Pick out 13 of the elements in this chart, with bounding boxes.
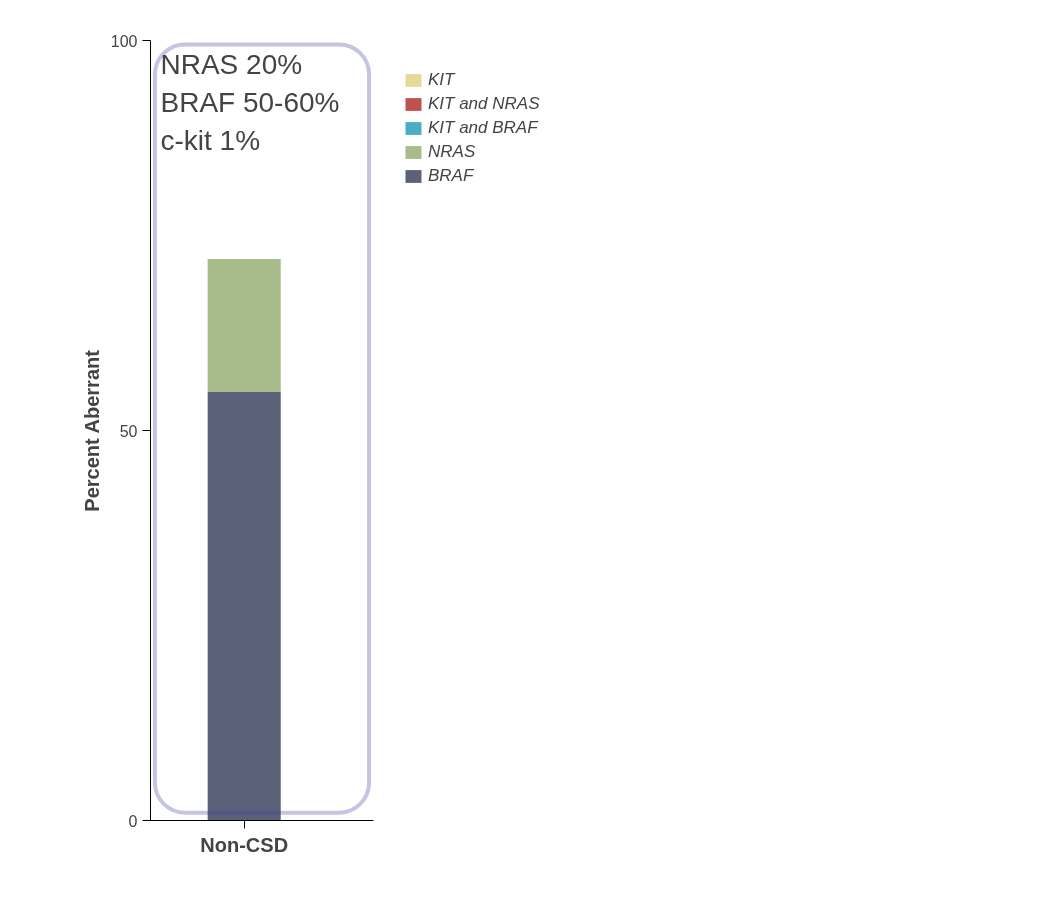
- y-tick-label: 100: [110, 32, 138, 50]
- legend-label: BRAF: [428, 166, 474, 186]
- legend-label: KIT: [428, 70, 455, 90]
- legend-label: KIT and NRAS: [428, 94, 540, 114]
- legend-label: NRAS: [428, 142, 476, 162]
- annotation: BRAF 50-60%: [160, 86, 340, 118]
- x-tick-label: Non-CSD: [200, 833, 289, 856]
- y-axis-title: Percent Aberrant: [80, 349, 103, 512]
- legend-label: KIT and BRAF: [428, 118, 538, 138]
- y-tick-label: 50: [119, 422, 138, 440]
- annotation: NRAS 20%: [160, 48, 303, 80]
- annotation: c-kit 1%: [160, 124, 261, 156]
- y-tick-label: 0: [128, 812, 138, 830]
